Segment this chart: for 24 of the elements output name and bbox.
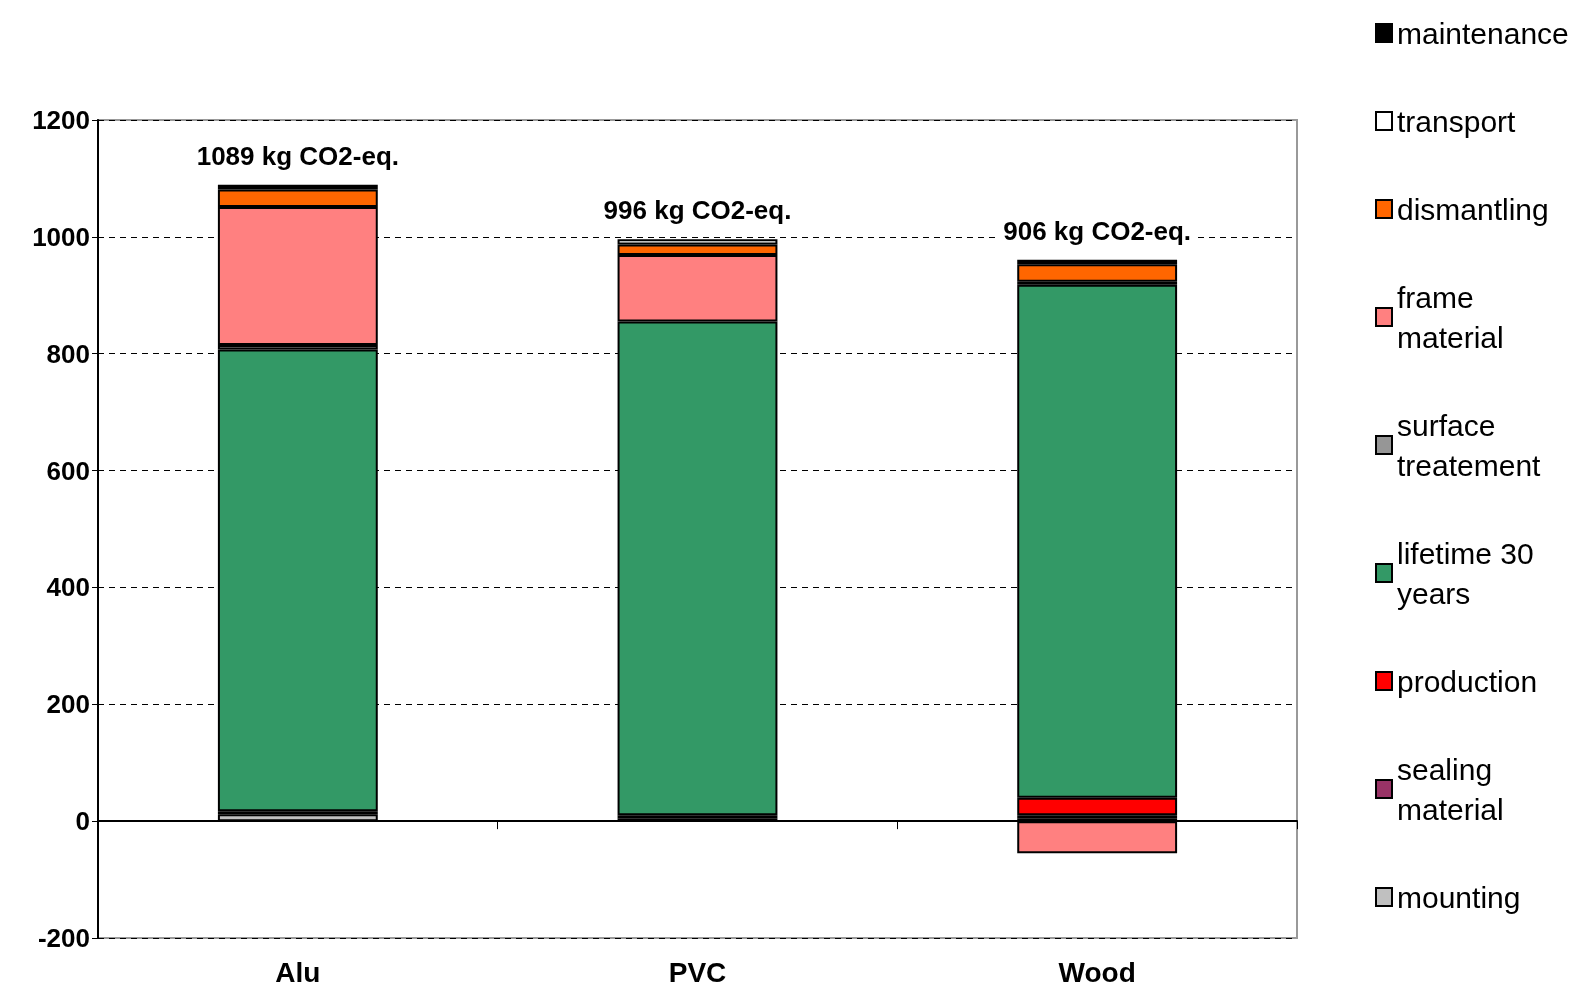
legend-label: lifetime 30 years (1397, 536, 1543, 610)
legend-label: frame material (1397, 280, 1504, 354)
total-label: 906 kg CO2-eq. (1003, 215, 1192, 246)
legend-label: mounting (1397, 880, 1521, 914)
total-label: 996 kg CO2-eq. (603, 195, 792, 226)
legend-label: production (1397, 664, 1538, 698)
legend-label: sealing material (1397, 752, 1504, 826)
x-tick-label: PVC (668, 956, 727, 986)
bar (1017, 264, 1178, 282)
y-tick-label: 1000 (32, 221, 90, 252)
legend-label: dismantling (1397, 192, 1549, 226)
y-tick-label: 800 (46, 338, 90, 369)
y-tick-label: 200 (46, 689, 90, 720)
legend-label: maintenance (1397, 16, 1569, 50)
x-tick-label: Alu (275, 956, 321, 986)
y-tick-label: 400 (46, 572, 90, 603)
x-tick-label: Wood (1058, 956, 1136, 986)
y-tick-label: 600 (46, 455, 90, 486)
legend-label: transport (1397, 104, 1517, 138)
y-tick-label: -200 (37, 923, 90, 953)
legend-label: surface treatement (1397, 408, 1542, 482)
y-tick-label: 1200 (32, 105, 90, 135)
y-tick-label: 0 (75, 806, 90, 837)
total-label: 1089 kg CO2-eq. (196, 140, 399, 171)
